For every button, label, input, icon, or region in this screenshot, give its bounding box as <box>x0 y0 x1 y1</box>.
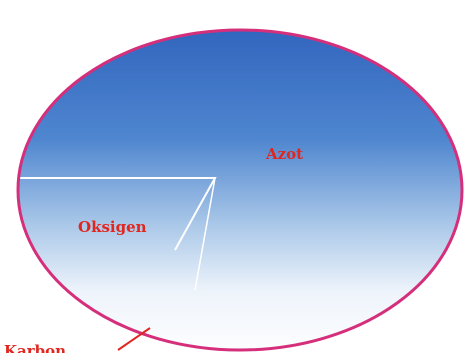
pointer-line <box>117 327 151 351</box>
outline-ellipse <box>16 28 464 352</box>
label-karbon: Karbon <box>4 342 66 353</box>
label-oksigen: Oksigen <box>78 218 147 236</box>
label-azot: Azot <box>265 145 303 163</box>
sky-fill <box>18 30 462 350</box>
oxygen-wedge-line <box>194 177 216 291</box>
